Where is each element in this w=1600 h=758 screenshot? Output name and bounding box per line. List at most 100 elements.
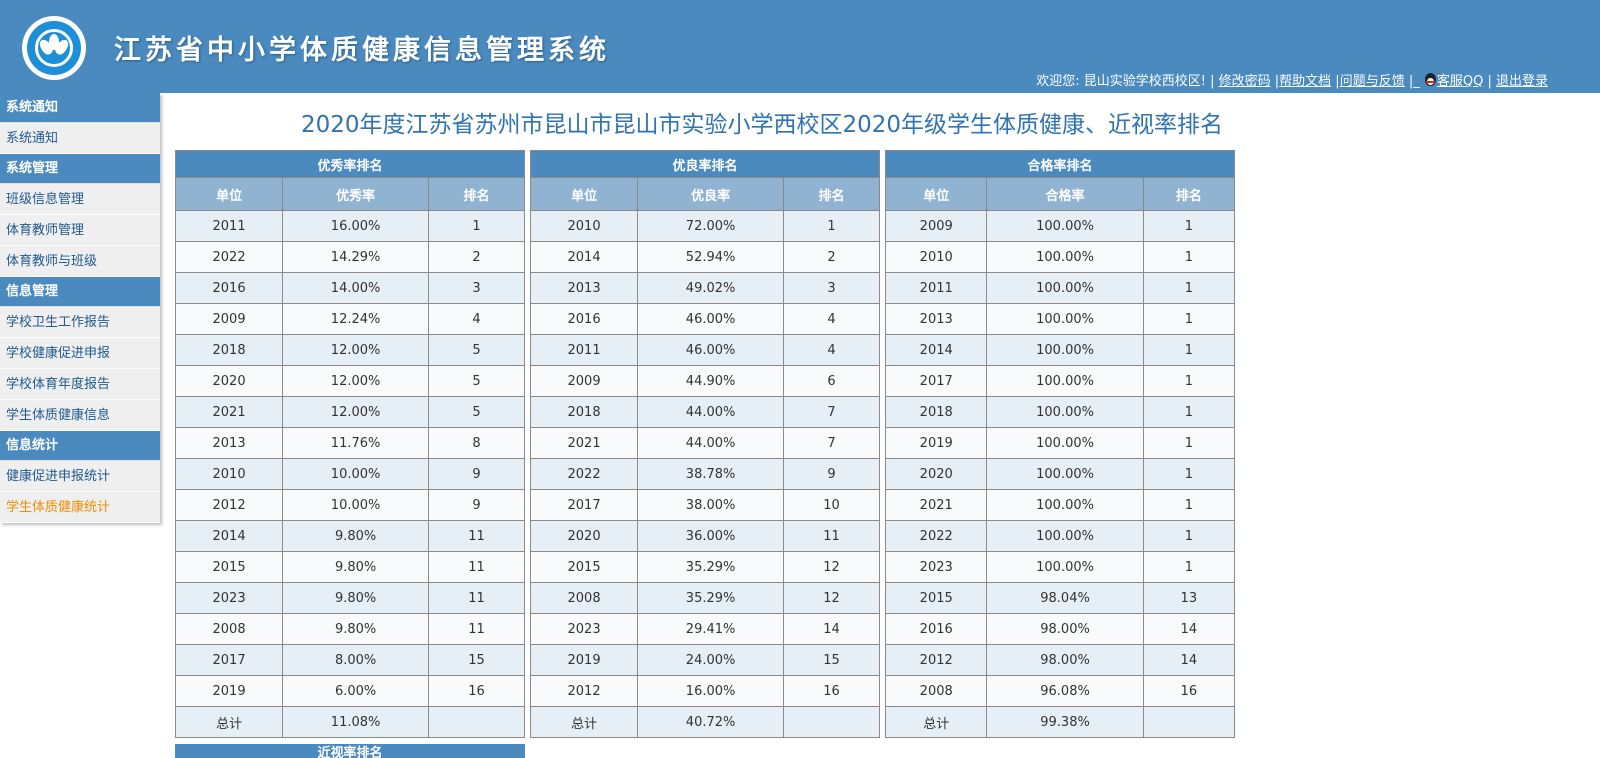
table-cell: 11 — [783, 520, 880, 552]
table-cell: 100.00% — [986, 427, 1144, 459]
table-cell: 9 — [428, 489, 525, 521]
table-cell: 2011 — [529, 334, 639, 366]
table-cell: 11 — [428, 582, 525, 614]
table-row: 2019 6.00% 16 — [174, 675, 525, 707]
sidebar-group-header[interactable]: 信息管理 — [0, 277, 160, 307]
table-cell: 14 — [783, 613, 880, 645]
table-cell: 11 — [428, 551, 525, 583]
qq-penguin-icon[interactable] — [1424, 73, 1437, 87]
sidebar-item[interactable]: 学校卫生工作报告 — [0, 307, 160, 338]
table-cell: 2021 — [884, 489, 988, 521]
table-row: 2021 12.00% 5 — [174, 396, 525, 428]
logout-link[interactable]: 退出登录 — [1495, 74, 1548, 89]
table-cell: 2009 — [174, 303, 284, 335]
table-cell: 2015 — [174, 551, 284, 583]
table-cell: 98.04% — [986, 582, 1144, 614]
table-row: 2023 9.80% 11 — [174, 582, 525, 614]
pass-rate-table: 合格率排名 单位 合格率 排名 2009 100.00% 1 2010 100.00% 1 2011… — [884, 150, 1236, 738]
table-cell: 2019 — [884, 427, 988, 459]
table-cell: 14 — [1142, 644, 1236, 676]
table-cell: 2013 — [174, 427, 284, 459]
table-cell: 1 — [783, 210, 880, 242]
table-cell: 2010 — [174, 458, 284, 490]
total-cell: 99.38% — [986, 706, 1144, 738]
sidebar-item[interactable]: 学校健康促进申报 — [0, 338, 160, 369]
table-row: 2015 98.04% 13 — [884, 582, 1236, 614]
table-cell: 2010 — [884, 241, 988, 273]
table-row: 2012 98.00% 14 — [884, 644, 1236, 676]
help-docs-link[interactable]: 帮助文档 — [1279, 74, 1332, 89]
change-password-link[interactable]: 修改密码 — [1218, 74, 1271, 89]
table-row: 2018 44.00% 7 — [529, 396, 880, 428]
table-cell: 1 — [1142, 210, 1236, 242]
total-row: 总计 40.72% — [529, 706, 880, 738]
total-cell: 11.08% — [282, 706, 430, 738]
table-cell: 46.00% — [637, 303, 785, 335]
table-cell: 2020 — [174, 365, 284, 397]
table-row: 2011 16.00% 1 — [174, 210, 525, 242]
feedback-link[interactable]: 问题与反馈 — [1339, 74, 1405, 89]
table-cell: 100.00% — [986, 210, 1144, 242]
table-cell: 9 — [428, 458, 525, 490]
table-cell: 2020 — [884, 458, 988, 490]
sidebar-item[interactable]: 体育教师管理 — [0, 215, 160, 246]
table-cell: 9.80% — [282, 520, 430, 552]
page-title: 2020年度江苏省苏州市昆山市昆山市实验小学西校区2020年级学生体质健康、近视… — [300, 112, 1224, 138]
excellent-rate-table: 优秀率排名 单位 优秀率 排名 2011 16.00% 1 2022 14.29% 2 2016 14… — [174, 150, 525, 738]
sidebar-item[interactable]: 健康促进申报统计 — [0, 461, 160, 492]
table-row: 2012 10.00% 9 — [174, 489, 525, 521]
sidebar-item[interactable]: 系统通知 — [0, 123, 160, 154]
table-cell: 44.90% — [637, 365, 785, 397]
table-title: 优秀率排名 — [175, 150, 525, 178]
table-cell: 13 — [1142, 582, 1236, 614]
table-cell: 2014 — [174, 520, 284, 552]
table-cell: 12.00% — [282, 334, 430, 366]
customer-service-qq-link[interactable]: 客服QQ — [1436, 74, 1484, 89]
table-cell: 1 — [1142, 303, 1236, 335]
table-cell: 2 — [783, 241, 880, 273]
table-cell: 98.00% — [986, 644, 1144, 676]
table-cell: 9.80% — [282, 551, 430, 583]
total-row: 总计 99.38% — [884, 706, 1236, 738]
sidebar-item[interactable]: 学生体质健康信息 — [0, 400, 160, 431]
table-row: 2008 96.08% 16 — [884, 675, 1236, 707]
myopia-rate-table-header: 近视率排名 — [175, 744, 525, 758]
sidebar-item[interactable]: 体育教师与班级 — [0, 246, 160, 277]
table-cell: 100.00% — [986, 396, 1144, 428]
column-header: 单位 — [529, 177, 639, 211]
table-cell: 2021 — [174, 396, 284, 428]
sidebar-item[interactable]: 学生体质健康统计 — [0, 492, 160, 523]
table-cell: 10.00% — [282, 489, 430, 521]
user-bar: 欢迎您: 昆山实验学校西校区! | 修改密码 |帮助文档 |问题与反馈 |_ 客… — [1036, 73, 1548, 89]
table-row: 2013 11.76% 8 — [174, 427, 525, 459]
table-row: 2014 9.80% 11 — [174, 520, 525, 552]
sidebar-group-header[interactable]: 系统通知 — [0, 93, 160, 123]
table-cell: 15 — [783, 644, 880, 676]
sidebar-item[interactable]: 班级信息管理 — [0, 184, 160, 215]
table-row: 2016 46.00% 4 — [529, 303, 880, 335]
total-cell — [783, 706, 880, 738]
table-cell: 2018 — [884, 396, 988, 428]
sidebar-nav: 系统通知 系统通知 系统管理 班级信息管理 体育教师管理 体育教师与班级 信息管理 学校卫生工… — [0, 93, 160, 523]
sidebar-group-header[interactable]: 信息统计 — [0, 431, 160, 461]
table-cell: 5 — [428, 365, 525, 397]
table-cell: 44.00% — [637, 396, 785, 428]
table-cell: 100.00% — [986, 551, 1144, 583]
table-row: 2009 12.24% 4 — [174, 303, 525, 335]
table-cell: 1 — [1142, 458, 1236, 490]
table-cell: 2023 — [884, 551, 988, 583]
table-row: 2009 100.00% 1 — [884, 210, 1236, 242]
sidebar-item[interactable]: 学校体育年度报告 — [0, 369, 160, 400]
table-cell: 4 — [428, 303, 525, 335]
table-cell: 100.00% — [986, 489, 1144, 521]
sidebar-group-header[interactable]: 系统管理 — [0, 154, 160, 184]
table-row: 2023 100.00% 1 — [884, 551, 1236, 583]
table-cell: 29.41% — [637, 613, 785, 645]
column-header: 优秀率 — [282, 177, 430, 211]
table-cell: 2023 — [174, 582, 284, 614]
column-header: 合格率 — [986, 177, 1144, 211]
table-cell: 98.00% — [986, 613, 1144, 645]
table-cell: 2016 — [884, 613, 988, 645]
table-cell: 6.00% — [282, 675, 430, 707]
table-cell: 2 — [428, 241, 525, 273]
